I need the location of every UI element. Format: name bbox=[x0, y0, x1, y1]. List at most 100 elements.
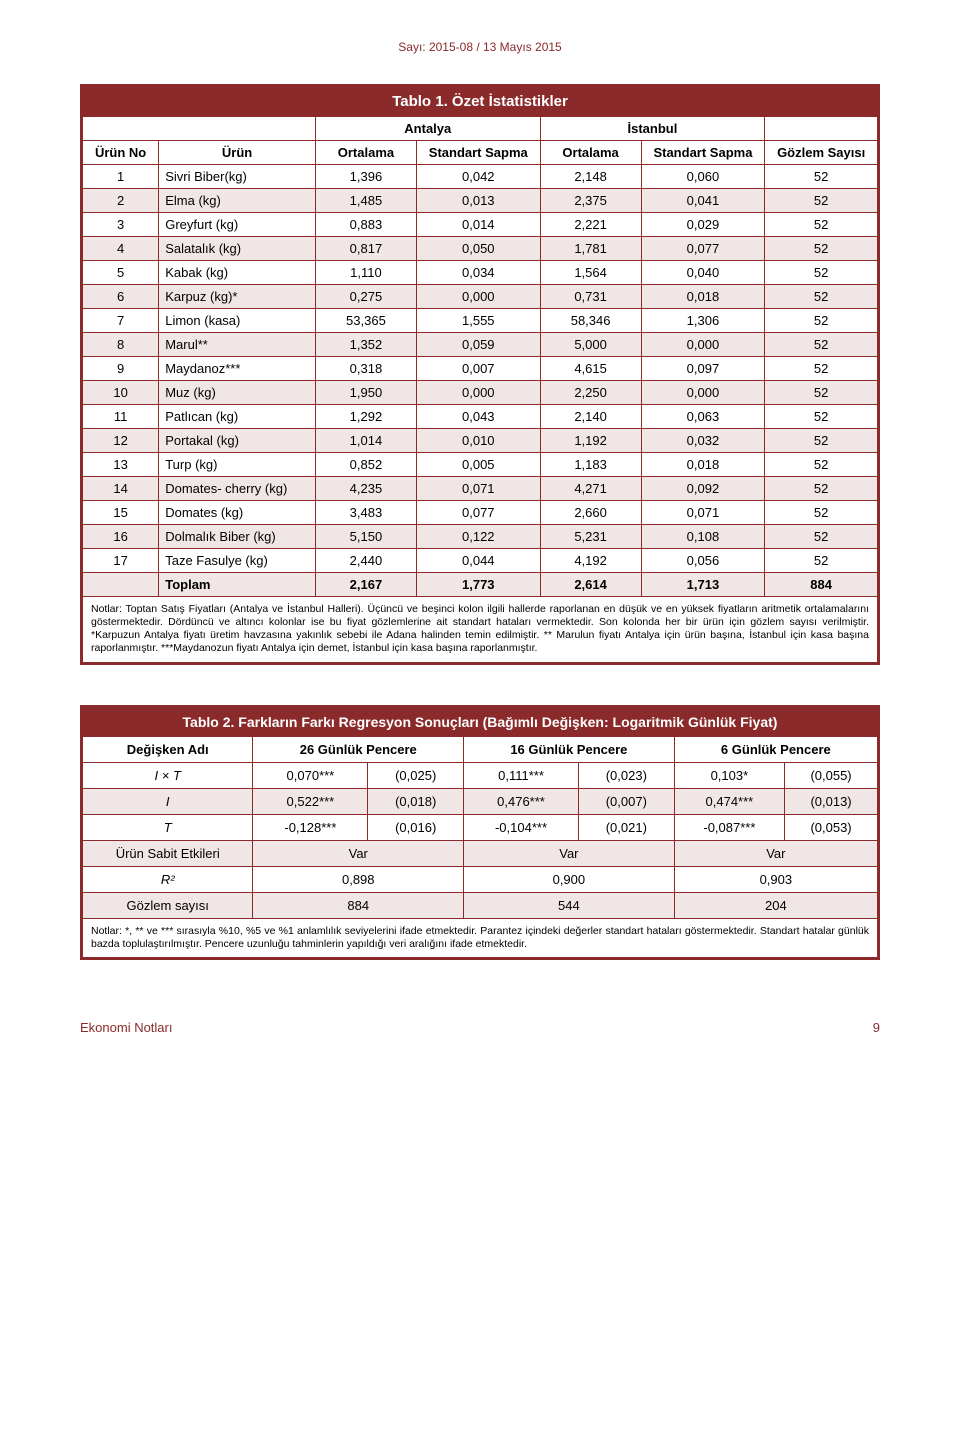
table-row: R²0,8980,9000,903 bbox=[82, 866, 879, 892]
table1-cell: 0,042 bbox=[416, 165, 540, 189]
table1-cell: 1,183 bbox=[540, 453, 641, 477]
table2-cell: 0,111*** bbox=[464, 762, 579, 788]
footer-left: Ekonomi Notları bbox=[80, 1020, 172, 1035]
table1-cell: 1,396 bbox=[315, 165, 416, 189]
table2-h3: 6 Günlük Pencere bbox=[674, 736, 878, 762]
table1-cell: 3 bbox=[82, 213, 159, 237]
table1-cell: 52 bbox=[765, 165, 879, 189]
table1-cell: 1,485 bbox=[315, 189, 416, 213]
table1-cell: 5,150 bbox=[315, 525, 416, 549]
table1-cell: 5,231 bbox=[540, 525, 641, 549]
table2-var-label: I bbox=[82, 788, 253, 814]
table1-cell: 2,375 bbox=[540, 189, 641, 213]
table-row: Ürün Sabit EtkileriVarVarVar bbox=[82, 840, 879, 866]
table2-h0: Değişken Adı bbox=[82, 736, 253, 762]
table1-cell: 4,192 bbox=[540, 549, 641, 573]
table1-cell: 52 bbox=[765, 237, 879, 261]
table1-cell: 4,235 bbox=[315, 477, 416, 501]
table1-cell: 15 bbox=[82, 501, 159, 525]
table1-cell: 0,029 bbox=[641, 213, 765, 237]
table1-cell: Elma (kg) bbox=[159, 189, 316, 213]
table2-cell: Var bbox=[464, 840, 675, 866]
table-row: 16Dolmalık Biber (kg)5,1500,1225,2310,10… bbox=[82, 525, 879, 549]
table-row: 3Greyfurt (kg)0,8830,0142,2210,02952 bbox=[82, 213, 879, 237]
table-row: 10Muz (kg)1,9500,0002,2500,00052 bbox=[82, 381, 879, 405]
table1-cell: 0,032 bbox=[641, 429, 765, 453]
table1-cell: 52 bbox=[765, 501, 879, 525]
table1-cell: 2,250 bbox=[540, 381, 641, 405]
table1-cell: 2,140 bbox=[540, 405, 641, 429]
footer-right: 9 bbox=[873, 1020, 880, 1035]
table1-cell: 52 bbox=[765, 189, 879, 213]
table1-cell: 0,056 bbox=[641, 549, 765, 573]
table2-cell: 0,070*** bbox=[253, 762, 368, 788]
table-row: 14Domates- cherry (kg)4,2350,0714,2710,0… bbox=[82, 477, 879, 501]
table-row: 6Karpuz (kg)*0,2750,0000,7310,01852 bbox=[82, 285, 879, 309]
table1-cell: 0,852 bbox=[315, 453, 416, 477]
table2-var-label: Gözlem sayısı bbox=[82, 892, 253, 918]
table1-gh-istanbul: İstanbul bbox=[540, 117, 765, 141]
table2-cell: 0,522*** bbox=[253, 788, 368, 814]
table1-cell: Greyfurt (kg) bbox=[159, 213, 316, 237]
table1-cell: 1,306 bbox=[641, 309, 765, 333]
table1-col-header: Ortalama bbox=[315, 141, 416, 165]
table1-cell: 0,050 bbox=[416, 237, 540, 261]
table-row: 1Sivri Biber(kg)1,3960,0422,1480,06052 bbox=[82, 165, 879, 189]
table1-cell: 1,950 bbox=[315, 381, 416, 405]
table1-cell: 0,043 bbox=[416, 405, 540, 429]
table2-cell: 204 bbox=[674, 892, 878, 918]
table1-cell: 4,271 bbox=[540, 477, 641, 501]
table1-cell: Domates- cherry (kg) bbox=[159, 477, 316, 501]
table1-cell: 1,192 bbox=[540, 429, 641, 453]
table1-cell: 2,440 bbox=[315, 549, 416, 573]
table1-cell: 0,077 bbox=[641, 237, 765, 261]
table2-cell: Var bbox=[674, 840, 878, 866]
table1-cell: 52 bbox=[765, 357, 879, 381]
table1-cell: 52 bbox=[765, 285, 879, 309]
table1-cell: 52 bbox=[765, 549, 879, 573]
table1-cell: 0,063 bbox=[641, 405, 765, 429]
table2-title: Tablo 2. Farkların Farkı Regresyon Sonuç… bbox=[82, 706, 879, 736]
table1-cell: 58,346 bbox=[540, 309, 641, 333]
table2-cell: 0,898 bbox=[253, 866, 464, 892]
table1-cell: 52 bbox=[765, 429, 879, 453]
table2-notes: Notlar: *, ** ve *** sırasıyla %10, %5 v… bbox=[82, 918, 879, 958]
table1-cell: 0,007 bbox=[416, 357, 540, 381]
table-row: 15Domates (kg)3,4830,0772,6600,07152 bbox=[82, 501, 879, 525]
table-row: T-0,128***(0,016)-0,104***(0,021)-0,087*… bbox=[82, 814, 879, 840]
table1-cell: 52 bbox=[765, 333, 879, 357]
table2-cell: 884 bbox=[253, 892, 464, 918]
table1-cell: 17 bbox=[82, 549, 159, 573]
table2-cell: (0,016) bbox=[368, 814, 464, 840]
table1-cell: 12 bbox=[82, 429, 159, 453]
table1-cell: 0,013 bbox=[416, 189, 540, 213]
table2-cell: Var bbox=[253, 840, 464, 866]
table1-cell: 0,097 bbox=[641, 357, 765, 381]
table1-cell: 14 bbox=[82, 477, 159, 501]
table1-cell: 0,318 bbox=[315, 357, 416, 381]
issue-line: Sayı: 2015-08 / 13 Mayıs 2015 bbox=[80, 40, 880, 54]
table1-notes: Notlar: Toptan Satış Fiyatları (Antalya … bbox=[82, 597, 879, 664]
table1-cell: 0,000 bbox=[641, 333, 765, 357]
table1-cell: 2,148 bbox=[540, 165, 641, 189]
table1-cell: 1,555 bbox=[416, 309, 540, 333]
table1-cell: Taze Fasulye (kg) bbox=[159, 549, 316, 573]
table1-col-header: Standart Sapma bbox=[641, 141, 765, 165]
table-row: 17Taze Fasulye (kg)2,4400,0444,1920,0565… bbox=[82, 549, 879, 573]
table1-cell: 4 bbox=[82, 237, 159, 261]
table1-cell: 52 bbox=[765, 381, 879, 405]
table1-cell: Domates (kg) bbox=[159, 501, 316, 525]
table1-cell: 52 bbox=[765, 405, 879, 429]
table1: Tablo 1. Özet İstatistikler Antalya İsta… bbox=[80, 84, 880, 665]
table1-cell: Salatalık (kg) bbox=[159, 237, 316, 261]
table2-h2: 16 Günlük Pencere bbox=[464, 736, 675, 762]
table1-cell: 52 bbox=[765, 213, 879, 237]
table2-var-label: Ürün Sabit Etkileri bbox=[82, 840, 253, 866]
table1-cell: 3,483 bbox=[315, 501, 416, 525]
table1-cell: 0,122 bbox=[416, 525, 540, 549]
table2-cell: 0,900 bbox=[464, 866, 675, 892]
table1-cell: 0,071 bbox=[416, 477, 540, 501]
table1-cell: 0,071 bbox=[641, 501, 765, 525]
table1-cell: 884 bbox=[765, 573, 879, 597]
table1-col-header: Standart Sapma bbox=[416, 141, 540, 165]
